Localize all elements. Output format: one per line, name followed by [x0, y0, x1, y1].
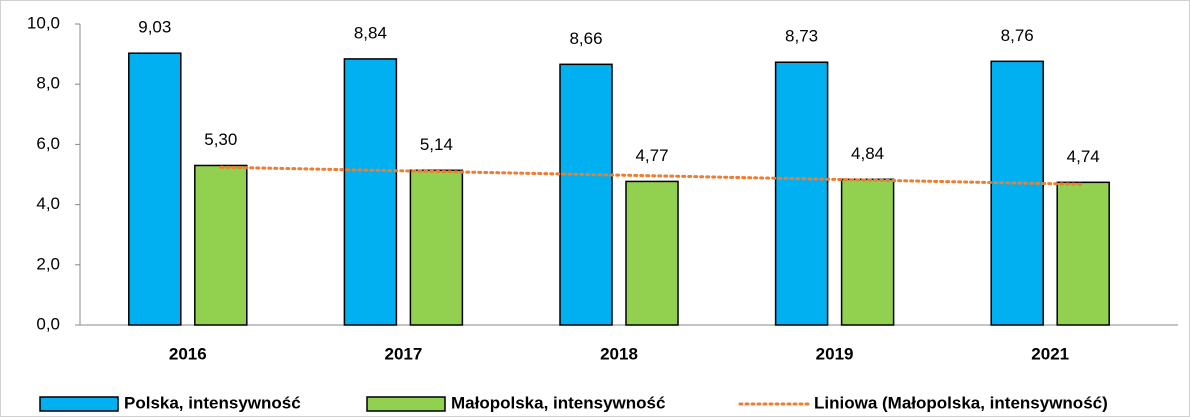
legend-swatch: [366, 396, 446, 412]
x-tick-label: 2019: [816, 344, 854, 363]
bar: [409, 169, 464, 326]
value-label: 9,03: [138, 18, 171, 37]
legend-label: Małopolska, intensywność: [451, 393, 665, 412]
x-tick-label: 2018: [600, 344, 638, 363]
value-label: 5,14: [420, 135, 453, 154]
value-label: 4,77: [635, 146, 668, 165]
legend-label: Liniowa (Małopolska, intensywność): [814, 393, 1108, 412]
bar: [559, 63, 613, 326]
bar: [774, 61, 829, 326]
x-tick-label: 2016: [169, 344, 207, 363]
value-label: 8,73: [785, 27, 818, 46]
legend-swatch: [39, 396, 119, 412]
value-label: 8,76: [1001, 26, 1034, 45]
y-tick-label: 6,0: [36, 134, 60, 153]
y-tick-label: 4,0: [36, 194, 60, 213]
value-label: 5,30: [204, 130, 237, 149]
bar: [840, 178, 895, 326]
value-label: 4,84: [851, 144, 884, 163]
legend-label: Polska, intensywność: [124, 393, 301, 412]
y-tick-label: 0,0: [36, 314, 60, 333]
y-tick-label: 8,0: [36, 74, 60, 93]
bar: [194, 164, 248, 326]
trendline: [219, 165, 1085, 186]
value-label: 8,66: [569, 29, 602, 48]
value-label: 8,84: [354, 23, 387, 42]
x-tick-label: 2021: [1031, 344, 1069, 363]
bar: [990, 60, 1044, 326]
bar: [128, 52, 182, 326]
x-tick-label: 2017: [384, 344, 422, 363]
y-tick-label: 10,0: [27, 13, 60, 32]
bar: [1056, 181, 1110, 326]
value-label: 4,74: [1067, 147, 1100, 166]
bar: [343, 58, 398, 326]
bar: [625, 180, 679, 326]
y-tick-label: 2,0: [36, 254, 60, 273]
